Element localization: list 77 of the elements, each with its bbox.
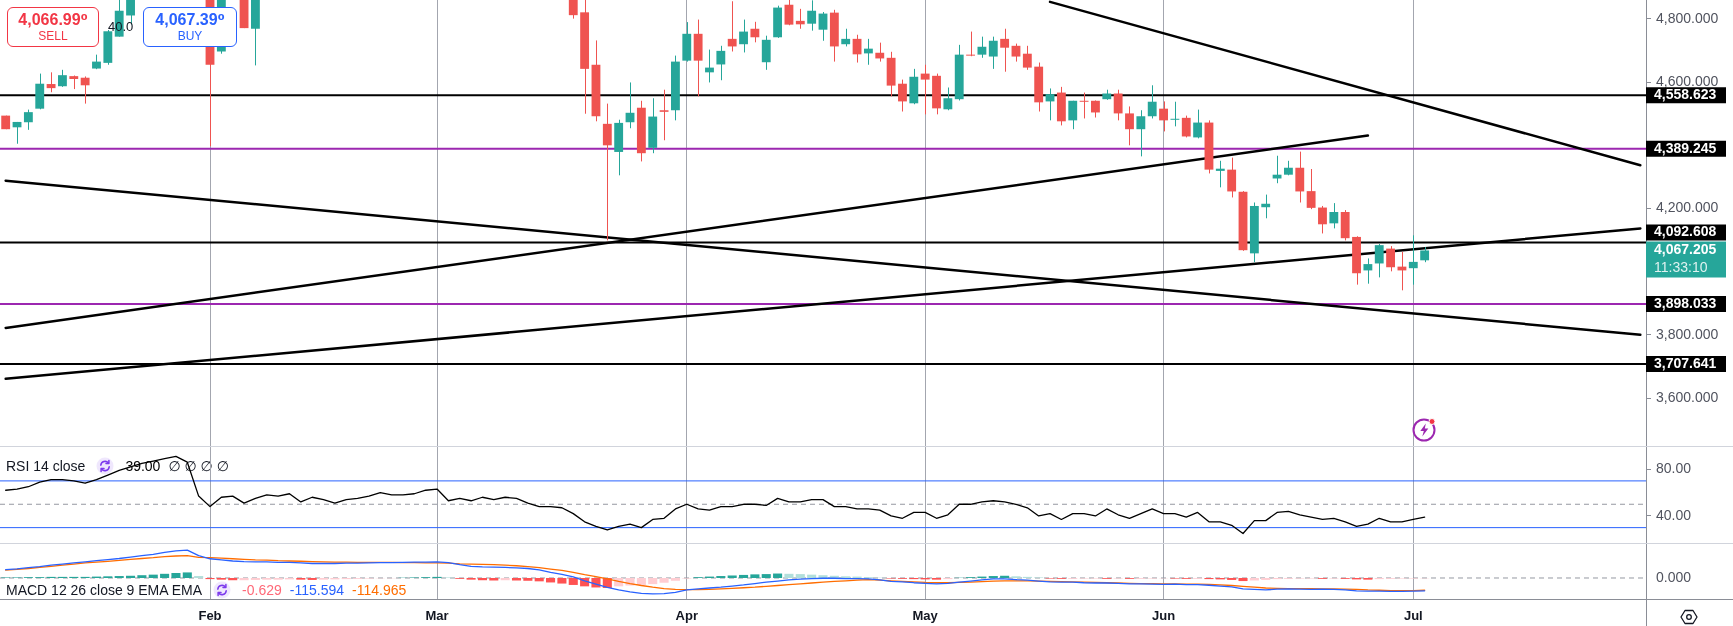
y-tick-label: 3,600.000	[1656, 388, 1719, 405]
candlestick	[1159, 100, 1168, 132]
y-tick-label: 3,800.000	[1656, 325, 1719, 342]
candlestick	[761, 35, 771, 71]
candlestick	[727, 0, 737, 52]
candlestick	[568, 0, 578, 20]
candlestick	[966, 31, 975, 57]
candlestick	[943, 87, 953, 111]
candlestick	[1136, 109, 1146, 157]
candlestick	[23, 109, 33, 131]
ref-line-label: 4,092.608	[1654, 223, 1717, 240]
annotation: SELL	[37, 29, 69, 43]
candlestick	[1329, 202, 1339, 229]
x-tick-label: Mar	[425, 608, 449, 624]
buy-button: 4,067.39⁰ BUY	[143, 7, 237, 47]
candlestick	[1408, 234, 1418, 286]
y-tick-label: 4,600.000	[1656, 72, 1719, 89]
annotation: -115.594	[289, 581, 345, 599]
x-tick-label: Jun	[1151, 608, 1176, 624]
candlestick	[1000, 28, 1010, 73]
candlestick	[1363, 257, 1373, 285]
x-tick-label: Jul	[1403, 608, 1423, 624]
candlestick	[1306, 168, 1316, 210]
text: MACD 12 26 close 9 EMA EMA	[6, 581, 203, 599]
ref-line-label: 3,707.641	[1654, 354, 1717, 371]
annotation: -0.629	[242, 581, 282, 599]
candlestick	[807, 0, 817, 32]
candlestick	[1011, 43, 1021, 63]
candlestick	[46, 71, 56, 93]
y-tick-label: 4,800.000	[1656, 9, 1719, 26]
candlestick	[1113, 89, 1123, 121]
candlestick	[716, 45, 726, 81]
ref-line-label: 0.000	[1656, 568, 1692, 585]
y-tick-label: 80.00	[1656, 460, 1692, 477]
y-tick-label: 40.00	[1656, 506, 1692, 523]
candlestick	[920, 64, 930, 115]
candlestick	[1068, 100, 1078, 130]
candlestick	[1170, 101, 1180, 127]
text: RSI 14 close	[6, 457, 86, 475]
candlestick	[1079, 92, 1089, 119]
candlestick	[1215, 160, 1225, 188]
annotation: 4,066.99⁰	[17, 11, 89, 29]
candlestick	[1193, 109, 1203, 139]
candlestick	[1181, 115, 1191, 138]
candlestick	[1227, 157, 1237, 198]
y-tick-label: 4,200.000	[1656, 199, 1719, 216]
sell-button: 4,066.99⁰ SELL	[7, 7, 99, 47]
candlestick	[784, 0, 794, 26]
candlestick	[1022, 45, 1032, 71]
candlestick	[1125, 105, 1134, 146]
text: 11:33:10	[1654, 259, 1708, 276]
ref-line-label: 3,898.033	[1654, 294, 1717, 311]
x-tick-label: Apr	[675, 608, 698, 624]
ref-line-label: 4,558.623	[1654, 86, 1717, 103]
x-tick-label: Feb	[198, 608, 222, 624]
x-tick-label: May	[912, 608, 939, 624]
candlestick	[875, 42, 885, 63]
candlestick	[659, 89, 669, 141]
annotation: BUY	[176, 29, 204, 43]
candlestick	[1318, 205, 1327, 234]
candlestick	[818, 11, 828, 42]
ref-line-label: 4,389.245	[1654, 139, 1717, 156]
candlestick	[750, 21, 760, 43]
annotation: 39.00	[125, 457, 161, 475]
candlestick	[602, 103, 612, 241]
candlestick	[988, 36, 998, 70]
candlestick	[1374, 243, 1384, 278]
candlestick	[1147, 84, 1157, 119]
candlestick	[1295, 151, 1305, 203]
annotation: -114.965	[352, 581, 407, 599]
annotation: 4,067.39⁰	[154, 11, 226, 29]
candlestick	[739, 19, 748, 53]
candlestick	[977, 36, 987, 59]
candlestick	[898, 79, 907, 113]
candlestick	[80, 75, 90, 105]
candlestick	[1386, 245, 1396, 272]
text: 4,067.205	[1654, 241, 1717, 258]
